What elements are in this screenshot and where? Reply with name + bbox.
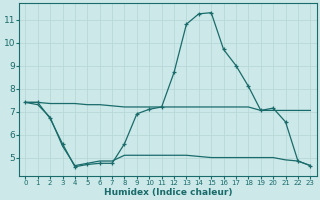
- X-axis label: Humidex (Indice chaleur): Humidex (Indice chaleur): [104, 188, 232, 197]
